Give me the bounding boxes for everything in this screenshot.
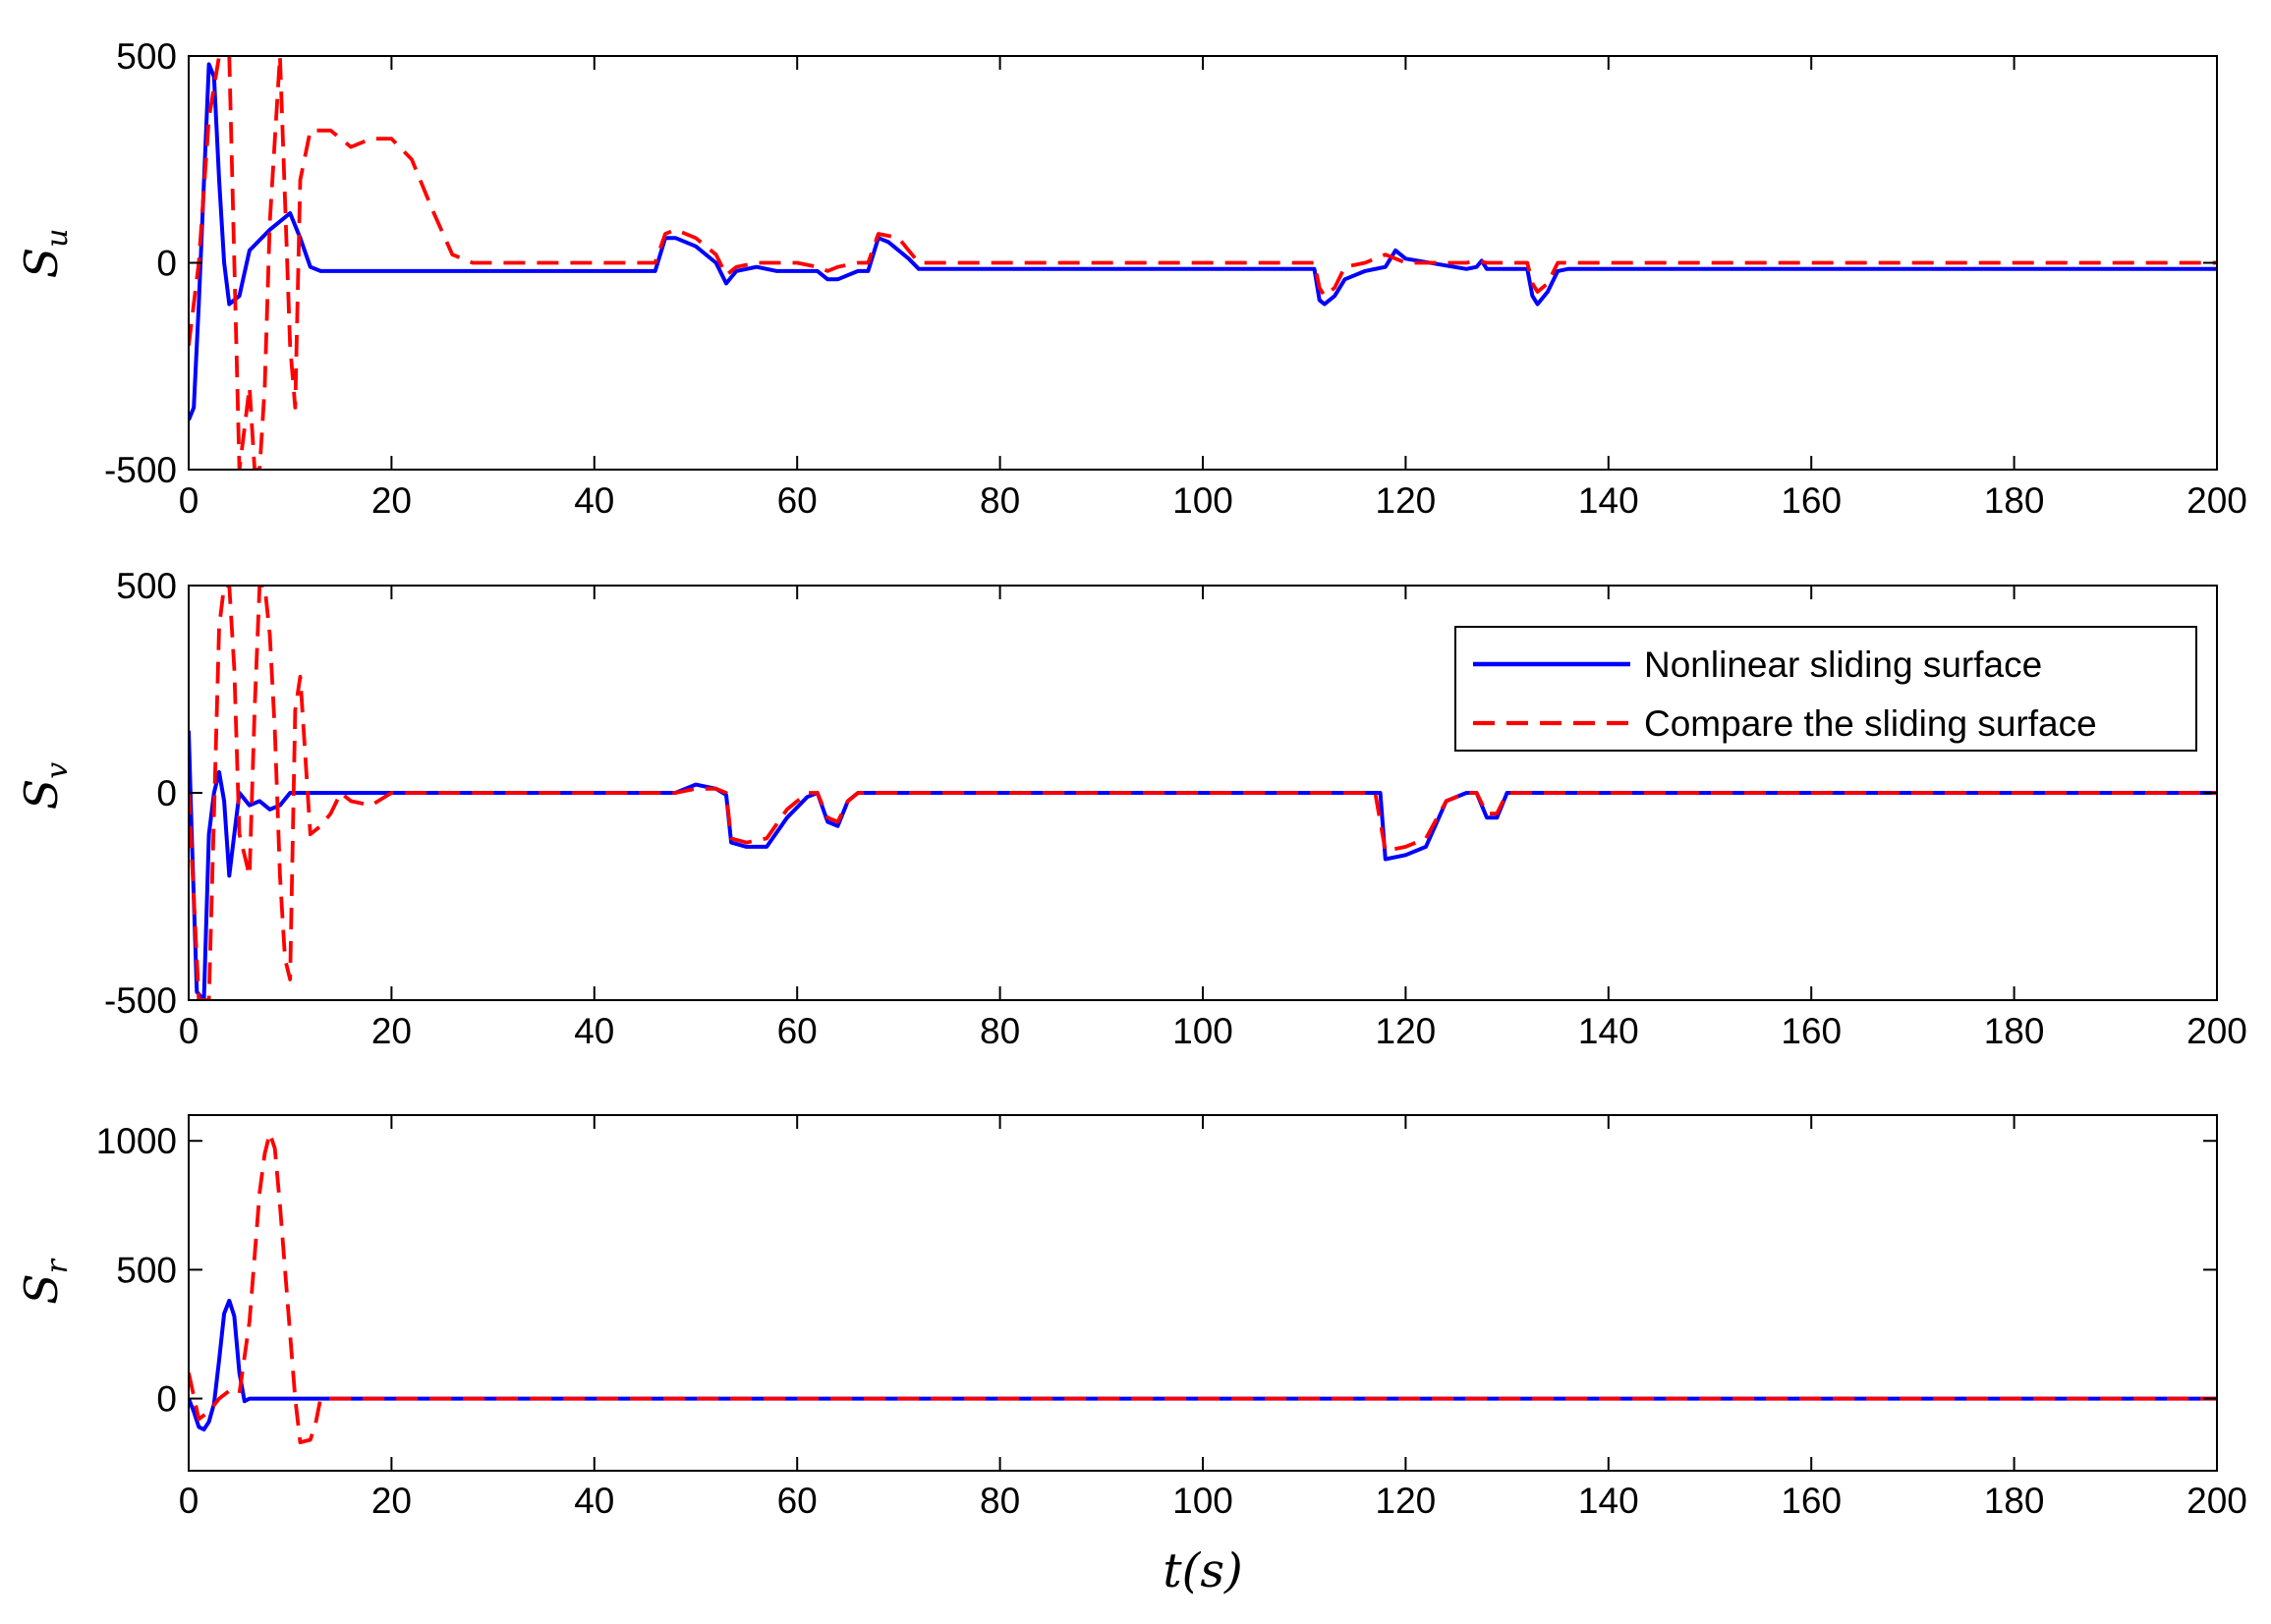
x-tick-label: 40 (574, 1011, 614, 1051)
x-tick-label: 20 (371, 480, 412, 521)
x-tick-label: 120 (1376, 1481, 1437, 1521)
x-tick-label: 140 (1578, 1011, 1639, 1051)
x-axis-label: t(s) (1163, 1543, 1242, 1598)
y-axis-label: Su (15, 229, 75, 279)
series-compare-line (189, 1131, 2217, 1444)
x-tick-label: 0 (179, 480, 199, 521)
legend-label: Nonlinear sliding surface (1644, 644, 2042, 685)
x-tick-label: 140 (1578, 1481, 1639, 1521)
panel-2: 0 20 40 60 80 100 120 140 160 180 200-5000500SvNon… (15, 566, 2247, 1051)
x-tick-label: 180 (1984, 480, 2045, 521)
x-tick-label: 200 (2186, 1011, 2247, 1051)
x-tick-label: 80 (980, 1481, 1020, 1521)
x-tick-label: 120 (1376, 1011, 1437, 1051)
x-tick-label: 80 (980, 480, 1020, 521)
y-tick-label: -500 (104, 450, 177, 490)
x-tick-label: 120 (1376, 480, 1437, 521)
panel-3: 0 20 40 60 80 100 120 140 160 180 200 0 500 1000 Sr t(s… (15, 1114, 2247, 1598)
x-tick-label: 160 (1781, 1481, 1842, 1521)
x-tick-label: 160 (1781, 1011, 1842, 1051)
x-tick-label: 100 (1172, 480, 1233, 521)
x-tick-label: 180 (1984, 1481, 2045, 1521)
series-nonlinear-line (189, 62, 2217, 421)
x-tick-label: 20 (371, 1011, 412, 1051)
x-tick-label: 140 (1578, 480, 1639, 521)
legend-label: Compare the sliding surface (1644, 703, 2097, 744)
y-tick-label: 500 (116, 566, 177, 606)
x-tick-label: 200 (2186, 1481, 2247, 1521)
x-tick-label: 60 (777, 1011, 818, 1051)
plot-area (189, 1115, 2217, 1471)
y-axis-label: Sv (15, 762, 75, 811)
x-tick-label: 160 (1781, 480, 1842, 521)
y-tick-label: 0 (156, 773, 177, 813)
x-tick-label: 40 (574, 1481, 614, 1521)
series-nonlinear-line (189, 1298, 2217, 1431)
series-compare-line (189, 586, 2217, 1000)
legend-box (1454, 626, 2197, 752)
y-tick-label: 1000 (96, 1121, 177, 1161)
x-tick-label: 100 (1172, 1011, 1233, 1051)
series-compare-line (189, 56, 2217, 470)
x-tick-label: 80 (980, 1011, 1020, 1051)
x-tick-label: 0 (179, 1011, 199, 1051)
y-axis-label: Sr (15, 1258, 75, 1305)
y-tick-label: -500 (104, 980, 177, 1021)
y-tick-label: 500 (116, 36, 177, 77)
x-tick-label: 180 (1984, 1011, 2045, 1051)
y-tick-label: 500 (116, 1250, 177, 1290)
x-tick-label: 60 (777, 1481, 818, 1521)
x-tick-label: 0 (179, 1481, 199, 1521)
series-nonlinear-line (189, 730, 2217, 1000)
y-tick-label: 0 (156, 244, 177, 284)
legend: Nonlinear sliding surface Compare the sli… (1454, 626, 2197, 752)
x-tick-label: 40 (574, 480, 614, 521)
y-tick-label: 0 (156, 1379, 177, 1420)
x-tick-label: 20 (371, 1481, 412, 1521)
x-tick-label: 200 (2186, 480, 2247, 521)
x-tick-label: 100 (1172, 1481, 1233, 1521)
x-tick-label: 60 (777, 480, 818, 521)
